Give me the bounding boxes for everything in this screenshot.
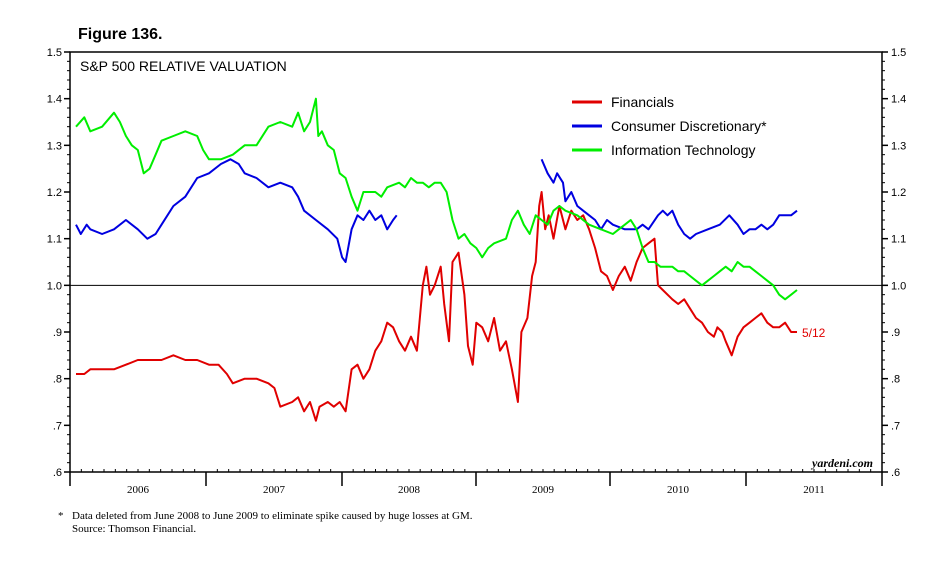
y-tick-label-right: 1.3 <box>891 140 906 152</box>
legend-label-consumer-discretionary: Consumer Discretionary* <box>611 118 767 134</box>
y-tick-label-right: .8 <box>891 374 900 386</box>
series-line-consumer-discretionary <box>540 158 798 240</box>
series-line-financials <box>76 191 797 422</box>
y-axis-right: .6 .7 .8 .9 1.0 1.1 1.2 1.3 1.4 1.5 <box>882 47 906 479</box>
x-year-label: 2009 <box>532 484 555 496</box>
y-tick-label-right: 1.4 <box>891 94 906 106</box>
watermark: yardeni.com <box>810 456 873 470</box>
x-year-label: 2010 <box>667 484 690 496</box>
y-tick-label-left: .8 <box>53 374 62 386</box>
chart-title: S&P 500 RELATIVE VALUATION <box>80 58 287 74</box>
y-tick-label-right: .9 <box>891 327 900 339</box>
y-tick-label-right: 1.5 <box>891 47 906 59</box>
y-tick-label-right: 1.2 <box>891 187 906 199</box>
x-year-label: 2007 <box>263 484 286 496</box>
x-year-label: 2008 <box>398 484 421 496</box>
legend-label-information-technology: Information Technology <box>611 142 756 158</box>
source-text: Source: Thomson Financial. <box>72 523 197 535</box>
y-tick-label-left: 1.2 <box>47 187 62 199</box>
relative-valuation-chart: .6 .7 .8 .9 1.0 1.1 1.2 1.3 1.4 1.5 .6 .7 .8 .9 1.0 1.… <box>47 47 907 496</box>
y-tick-label-left: 1.1 <box>47 234 62 246</box>
y-tick-label-left: 1.0 <box>47 280 62 292</box>
footnote-marker: * <box>58 510 64 522</box>
y-tick-label-right: 1.0 <box>891 280 906 292</box>
series-line-consumer-discretionary <box>75 158 398 263</box>
legend-label-financials: Financials <box>611 94 674 110</box>
y-tick-label-left: 1.4 <box>47 94 62 106</box>
x-year-label: 2011 <box>803 484 825 496</box>
y-tick-label-right: .6 <box>891 467 900 479</box>
y-tick-label-left: .7 <box>53 420 62 432</box>
series-line-information-technology <box>75 97 798 301</box>
end-date-label: 5/12 <box>802 326 826 340</box>
y-tick-label-left: .9 <box>53 327 62 339</box>
legend: Financials Consumer Discretionary* Informa… <box>572 94 767 158</box>
footnote-block: * Data deleted from June 2008 to June 200… <box>58 510 473 536</box>
y-tick-label-left: .6 <box>53 467 62 479</box>
y-tick-label-left: 1.5 <box>47 47 62 59</box>
series-lines <box>75 97 798 422</box>
plot-area-frame <box>69 51 883 473</box>
y-tick-label-right: 1.1 <box>891 234 906 246</box>
figure-title: Figure 136. <box>78 26 163 43</box>
footnote-text: Data deleted from June 2008 to June 2009… <box>72 510 473 522</box>
x-year-label: 2006 <box>127 484 150 496</box>
x-axis: 2006 2007 2008 2009 2010 2011 <box>69 469 883 496</box>
y-axis-left: .6 .7 .8 .9 1.0 1.1 1.2 1.3 1.4 1.5 <box>47 47 70 479</box>
y-tick-label-right: .7 <box>891 420 900 432</box>
y-tick-label-left: 1.3 <box>47 140 62 152</box>
